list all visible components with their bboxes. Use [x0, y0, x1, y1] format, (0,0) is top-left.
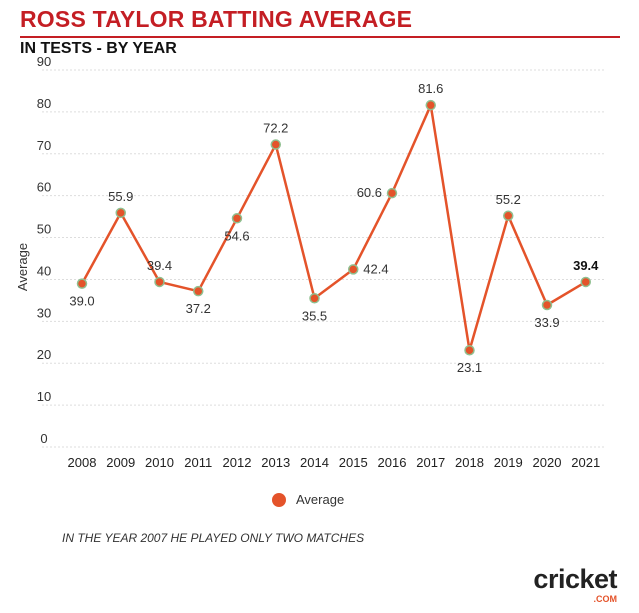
- x-tick-2021: 2021: [571, 455, 600, 470]
- x-tick-2010: 2010: [145, 455, 174, 470]
- logo-domain: .COM: [593, 594, 618, 604]
- y-tick-70: 70: [37, 138, 51, 153]
- legend-swatch: [272, 492, 286, 507]
- point-2014: [309, 293, 320, 304]
- series-average: [76, 99, 591, 356]
- point-2009: [115, 207, 126, 219]
- point-2016: [386, 187, 398, 199]
- series-line: [80, 103, 587, 352]
- point-2017: [425, 99, 436, 111]
- y-axis-label: Average: [15, 243, 30, 291]
- logo-wordmark: cricket: [533, 564, 617, 594]
- point-2013: [270, 139, 281, 150]
- y-tick-80: 80: [37, 96, 51, 111]
- data-label-2016: 60.6: [357, 185, 382, 200]
- x-tick-2018: 2018: [455, 455, 484, 470]
- point-2018: [464, 344, 475, 356]
- data-label-2021: 39.4: [573, 258, 599, 273]
- data-label-2009: 55.9: [108, 189, 133, 204]
- x-tick-2009: 2009: [106, 455, 135, 470]
- point-2011: [193, 285, 204, 297]
- chart-title: ROSS TAYLOR BATTING AVERAGE: [20, 6, 413, 32]
- data-label-2018: 23.1: [457, 360, 482, 375]
- y-tick-30: 30: [37, 305, 51, 320]
- x-tick-2012: 2012: [223, 455, 252, 470]
- data-label-2017: 81.6: [418, 81, 443, 96]
- legend: Average: [272, 492, 344, 507]
- x-tick-2014: 2014: [300, 455, 329, 470]
- title-rule: [20, 36, 620, 38]
- chart-subtitle: IN TESTS - BY YEAR: [20, 40, 177, 57]
- y-tick-40: 40: [37, 263, 51, 278]
- data-label-2014: 35.5: [302, 308, 327, 323]
- x-tick-2020: 2020: [533, 455, 562, 470]
- data-label-2019: 55.2: [496, 192, 521, 207]
- x-tick-2011: 2011: [184, 455, 212, 470]
- x-tick-2016: 2016: [378, 455, 407, 470]
- data-labels: 39.0 55.9 39.4 37.2 54.6 72.2 35.5 42.4 60.6 81.6…: [69, 81, 599, 375]
- data-label-2008: 39.0: [69, 294, 94, 309]
- x-tick-2015: 2015: [339, 455, 368, 470]
- legend-label: Average: [296, 492, 345, 507]
- point-2010: [154, 276, 165, 288]
- point-2015: [348, 264, 359, 275]
- data-label-2011: 37.2: [186, 301, 211, 316]
- point-2008: [76, 278, 88, 289]
- y-tick-10: 10: [37, 389, 51, 404]
- y-tick-50: 50: [37, 222, 51, 237]
- y-tick-60: 60: [37, 180, 51, 195]
- data-label-2015: 42.4: [363, 261, 388, 276]
- footnote: IN THE YEAR 2007 HE PLAYED ONLY TWO MATC…: [62, 531, 365, 545]
- x-tick-labels: 2008 2009 2010 2011 2012 2013 2014 2015 2016 2017…: [68, 455, 601, 470]
- point-2020: [541, 299, 553, 311]
- y-tick-0: 0: [40, 431, 47, 446]
- y-tick-labels: 0 10 20 30 40 50 60 70 80 90: [37, 54, 51, 446]
- cricket-com-logo: cricket .COM: [533, 564, 618, 605]
- point-2021: [580, 276, 591, 288]
- grid-lines: [42, 69, 606, 448]
- x-tick-2019: 2019: [494, 455, 523, 470]
- x-tick-2013: 2013: [261, 455, 290, 470]
- y-tick-90: 90: [37, 54, 51, 69]
- data-label-2020: 33.9: [534, 315, 559, 330]
- data-label-2012: 54.6: [224, 228, 249, 243]
- point-2012: [231, 213, 243, 224]
- x-tick-2017: 2017: [416, 455, 445, 470]
- data-label-2010: 39.4: [147, 258, 172, 273]
- x-tick-2008: 2008: [68, 455, 97, 470]
- data-label-2013: 72.2: [263, 121, 288, 136]
- y-tick-20: 20: [37, 347, 51, 362]
- point-2019: [503, 210, 514, 222]
